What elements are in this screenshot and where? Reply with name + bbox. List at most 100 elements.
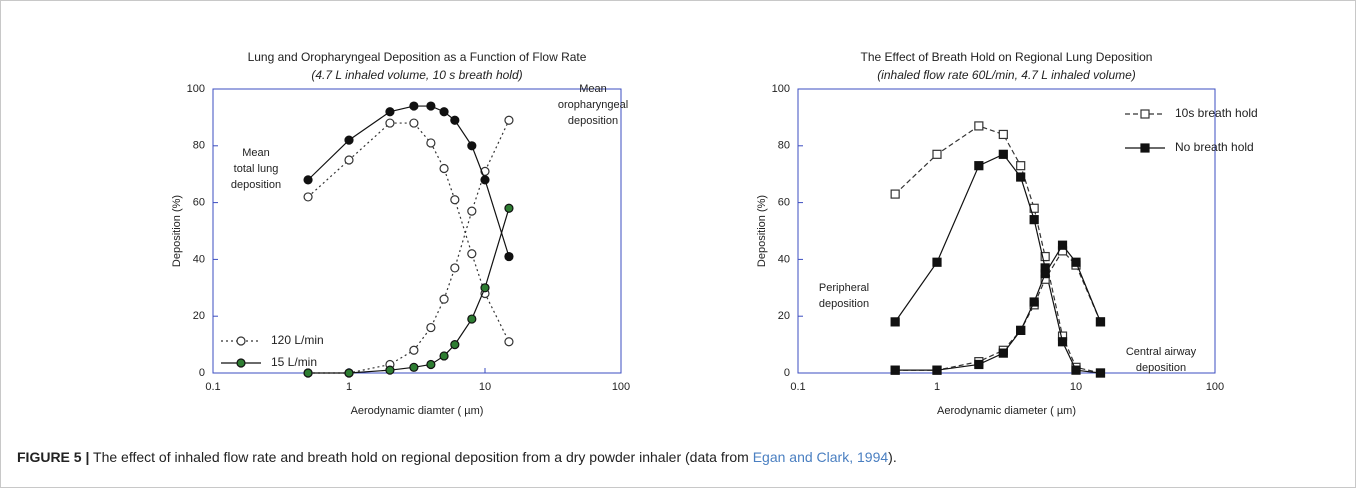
marker bbox=[467, 206, 477, 216]
legend-label: No breath hold bbox=[1175, 140, 1254, 154]
marker bbox=[439, 351, 449, 361]
marker bbox=[1029, 215, 1039, 225]
y-tick-label: 80 bbox=[778, 140, 790, 152]
marker bbox=[504, 251, 514, 262]
x-tick-label: 1 bbox=[934, 381, 940, 393]
annotation: Mean bbox=[242, 147, 270, 159]
marker bbox=[439, 294, 449, 304]
marker bbox=[467, 314, 477, 324]
x-axis-label: Aerodynamic diameter ( µm) bbox=[937, 405, 1076, 417]
marker bbox=[1057, 337, 1068, 347]
series-line bbox=[895, 249, 1102, 371]
annotation: deposition bbox=[568, 115, 618, 127]
marker bbox=[439, 107, 449, 117]
chart-title: Lung and Oropharyngeal Deposition as a F… bbox=[248, 50, 587, 64]
legend-marker bbox=[1140, 109, 1150, 119]
marker bbox=[467, 249, 477, 259]
marker bbox=[504, 115, 514, 125]
y-tick-label: 80 bbox=[193, 140, 205, 152]
y-tick-label: 20 bbox=[778, 310, 790, 322]
y-tick-label: 100 bbox=[772, 83, 790, 95]
marker bbox=[450, 115, 460, 125]
marker bbox=[1016, 325, 1026, 335]
chart-subtitle: (inhaled flow rate 60L/min, 4.7 L inhale… bbox=[877, 68, 1136, 82]
y-tick-label: 60 bbox=[193, 197, 205, 209]
marker bbox=[1016, 172, 1026, 182]
marker bbox=[890, 317, 900, 327]
marker bbox=[344, 368, 354, 378]
marker bbox=[1040, 269, 1050, 279]
marker bbox=[504, 203, 514, 213]
marker bbox=[450, 195, 460, 205]
marker bbox=[890, 189, 900, 199]
marker bbox=[303, 175, 313, 185]
caption-label: FIGURE 5 | bbox=[17, 449, 90, 465]
series-line bbox=[895, 244, 1102, 371]
annotation: deposition bbox=[819, 298, 869, 310]
y-tick-label: 20 bbox=[193, 310, 205, 322]
marker bbox=[1071, 365, 1081, 375]
x-tick-label: 0.1 bbox=[205, 381, 220, 393]
y-tick-label: 40 bbox=[193, 253, 205, 265]
series-line bbox=[894, 153, 1101, 374]
x-tick-label: 1 bbox=[346, 381, 352, 393]
marker bbox=[439, 163, 449, 174]
legend-label: 10s breath hold bbox=[1175, 106, 1258, 120]
caption: FIGURE 5 | The effect of inhaled flow ra… bbox=[17, 449, 897, 465]
marker bbox=[409, 101, 419, 111]
annotation: deposition bbox=[231, 179, 281, 191]
plot-frame bbox=[212, 88, 622, 374]
marker bbox=[426, 322, 436, 333]
marker bbox=[303, 368, 313, 378]
marker bbox=[344, 155, 354, 165]
marker bbox=[1071, 257, 1081, 267]
caption-link[interactable]: Egan and Clark, 1994 bbox=[752, 449, 889, 465]
marker bbox=[998, 348, 1008, 358]
annotation: Mean bbox=[579, 83, 607, 95]
legend-marker bbox=[1140, 143, 1150, 153]
caption-text: The effect of inhaled flow rate and brea… bbox=[93, 449, 753, 465]
marker bbox=[1057, 240, 1068, 250]
x-tick-label: 100 bbox=[612, 381, 630, 393]
marker bbox=[1040, 251, 1050, 262]
marker bbox=[409, 118, 419, 128]
annotation: total lung bbox=[234, 163, 279, 175]
marker bbox=[974, 359, 984, 370]
charts: Lung and Oropharyngeal Deposition as a F… bbox=[171, 50, 1258, 417]
marker bbox=[974, 161, 984, 171]
marker bbox=[932, 149, 942, 159]
y-axis-label: Deposition (%) bbox=[171, 195, 183, 267]
caption-text-end: ). bbox=[888, 449, 897, 465]
legend-marker bbox=[236, 358, 246, 368]
x-axis-label: Aerodynamic diamter ( µm) bbox=[351, 405, 484, 417]
y-tick-label: 100 bbox=[187, 83, 205, 95]
marker bbox=[504, 337, 514, 347]
marker bbox=[385, 118, 395, 128]
marker bbox=[385, 365, 395, 375]
legend-marker bbox=[236, 336, 246, 346]
marker bbox=[409, 362, 419, 372]
marker bbox=[385, 107, 395, 117]
marker bbox=[480, 283, 490, 293]
x-tick-label: 100 bbox=[1206, 381, 1224, 393]
series-line bbox=[307, 105, 510, 257]
marker bbox=[998, 149, 1008, 159]
marker bbox=[450, 340, 460, 350]
x-tick-label: 10 bbox=[1070, 381, 1082, 393]
marker bbox=[998, 129, 1008, 140]
plot-frame bbox=[797, 88, 1216, 374]
annotation: deposition bbox=[1136, 362, 1186, 374]
legend-label: 15 L/min bbox=[271, 355, 317, 369]
annotation: Peripheral bbox=[819, 282, 869, 294]
series-line bbox=[308, 119, 510, 374]
marker bbox=[426, 359, 436, 370]
marker bbox=[974, 121, 984, 131]
annotation: oropharyngeal bbox=[558, 99, 628, 111]
marker bbox=[409, 345, 419, 355]
legend-label: 120 L/min bbox=[271, 333, 324, 347]
marker bbox=[1016, 161, 1026, 171]
chart-title: The Effect of Breath Hold on Regional Lu… bbox=[861, 50, 1153, 64]
y-tick-label: 0 bbox=[199, 367, 205, 379]
marker bbox=[890, 365, 900, 375]
